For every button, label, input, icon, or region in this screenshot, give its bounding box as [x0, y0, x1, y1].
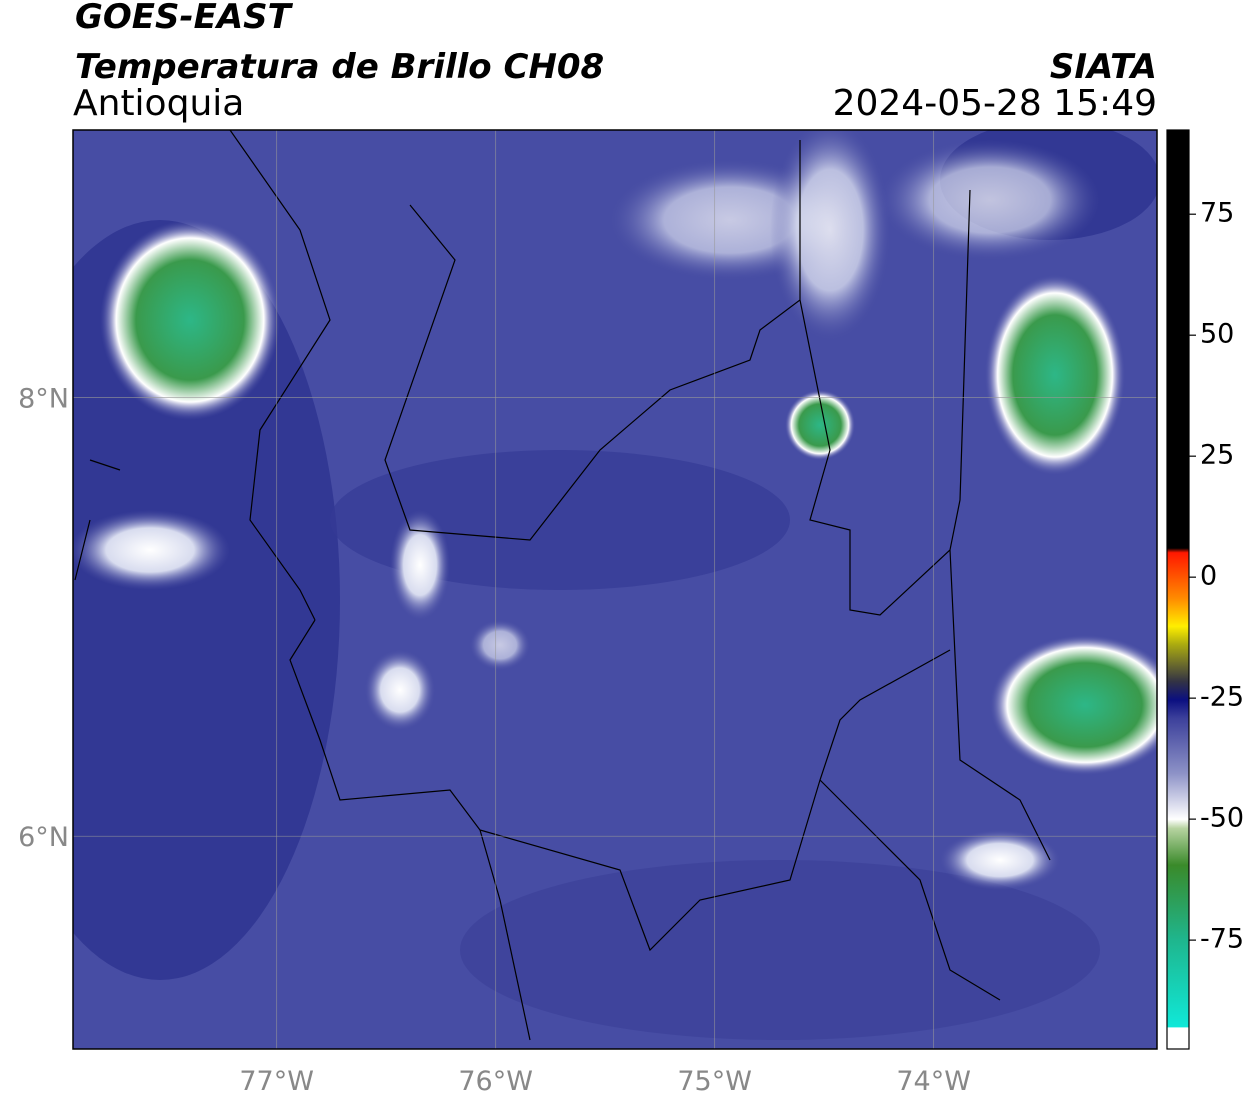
lon-tick-label: 74°W	[896, 1066, 971, 1097]
map-frame	[72, 129, 1158, 1050]
colorbar-tick-label: 50	[1200, 319, 1234, 350]
colorbar-tick-label: -75	[1200, 924, 1244, 955]
colorbar-tick-label: -50	[1200, 803, 1244, 834]
map-image	[73, 130, 1157, 1049]
lat-tick-label: 6°N	[18, 822, 69, 853]
datetime: 2024-05-28 15:49	[833, 83, 1157, 124]
lon-tick-label: 76°W	[458, 1066, 533, 1097]
colorbar-tick-label: 0	[1200, 561, 1217, 592]
subtitle: Temperatura de Brillo CH08	[75, 47, 604, 87]
lon-tick-label: 75°W	[677, 1066, 752, 1097]
title: GOES-EAST	[75, 0, 294, 37]
colorbar-tick-label: -25	[1200, 682, 1244, 713]
colorbar-tick-label: 25	[1200, 440, 1234, 471]
colorbar	[1166, 129, 1190, 1050]
lon-tick-label: 77°W	[239, 1066, 314, 1097]
source: SIATA	[1050, 47, 1157, 87]
lat-tick-label: 8°N	[18, 384, 69, 415]
colorbar-tick-label: 75	[1200, 198, 1234, 229]
graticule	[73, 130, 1157, 1049]
region: Antioquia	[73, 83, 244, 124]
